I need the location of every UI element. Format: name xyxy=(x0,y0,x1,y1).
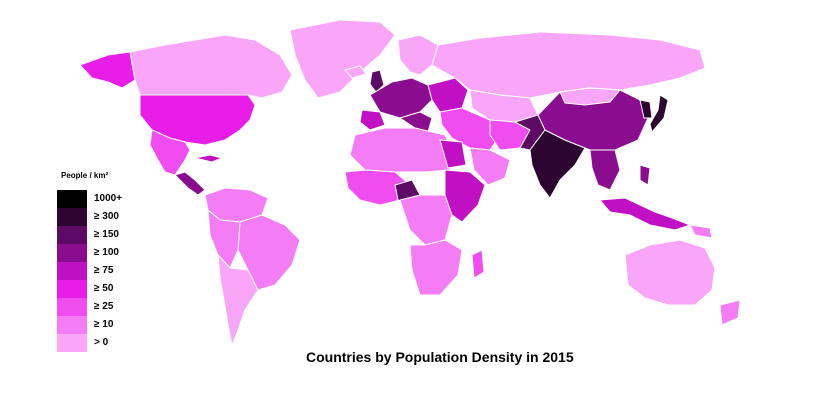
legend-row: ≥ 10 xyxy=(57,316,127,334)
map-title: Countries by Population Density in 2015 xyxy=(306,349,574,365)
region-philippines xyxy=(639,164,651,186)
legend-label: ≥ 10 xyxy=(94,319,114,330)
region-scandinavia xyxy=(397,34,439,76)
legend-swatch xyxy=(57,316,87,334)
legend-swatch xyxy=(57,298,87,316)
legend-label: 1000+ xyxy=(94,193,123,204)
region-southern-africa xyxy=(409,239,463,296)
legend-label: ≥ 150 xyxy=(94,229,119,240)
region-alaska xyxy=(79,51,136,89)
legend-swatch xyxy=(57,262,87,280)
region-madagascar xyxy=(471,249,485,279)
legend-swatch xyxy=(57,190,87,208)
region-uk xyxy=(369,69,385,93)
region-png xyxy=(689,224,713,239)
legend-swatch xyxy=(57,280,87,298)
legend-swatch xyxy=(57,208,87,226)
legend-swatch xyxy=(57,226,87,244)
region-italy-balkans xyxy=(399,111,433,133)
region-australia xyxy=(624,239,716,306)
region-southern-cone xyxy=(217,254,259,346)
legend-label: ≥ 300 xyxy=(94,211,119,222)
region-korea xyxy=(639,99,653,119)
legend-row: > 0 xyxy=(57,334,127,352)
region-iberia xyxy=(359,109,386,131)
region-indonesia xyxy=(599,197,691,231)
legend-row: ≥ 25 xyxy=(57,298,127,316)
region-brazil xyxy=(237,214,301,291)
map-legend: 1000+ ≥ 300 ≥ 150 ≥ 100 ≥ 75 ≥ 50 ≥ 25 xyxy=(57,190,127,352)
region-peru-bolivia xyxy=(207,209,241,269)
region-arabia xyxy=(469,147,511,186)
legend-label: ≥ 75 xyxy=(94,265,114,276)
region-japan xyxy=(649,94,669,133)
legend-label: ≥ 25 xyxy=(94,301,114,312)
region-southeast-asia xyxy=(589,149,621,191)
region-new-zealand xyxy=(719,299,741,326)
region-mexico xyxy=(149,129,191,176)
legend-row: ≥ 150 xyxy=(57,226,127,244)
legend-label: > 0 xyxy=(94,337,109,348)
region-egypt xyxy=(439,139,467,169)
region-canada xyxy=(129,34,293,99)
legend-row: ≥ 100 xyxy=(57,244,127,262)
region-central-africa xyxy=(399,194,453,246)
legend-label: ≥ 50 xyxy=(94,283,114,294)
region-caribbean xyxy=(194,154,223,163)
region-russia xyxy=(431,31,706,99)
legend-swatch xyxy=(57,334,87,352)
region-mongolia xyxy=(559,87,621,106)
legend-row: 1000+ xyxy=(57,190,127,208)
region-central-america xyxy=(174,171,206,196)
legend-title: People / km² xyxy=(61,171,109,180)
legend-label: ≥ 100 xyxy=(94,247,119,258)
legend-row: ≥ 50 xyxy=(57,280,127,298)
legend-swatch xyxy=(57,244,87,262)
region-north-africa xyxy=(349,127,453,173)
region-iceland xyxy=(344,65,367,79)
region-east-africa xyxy=(444,169,486,223)
legend-row: ≥ 75 xyxy=(57,262,127,280)
legend-row: ≥ 300 xyxy=(57,208,127,226)
